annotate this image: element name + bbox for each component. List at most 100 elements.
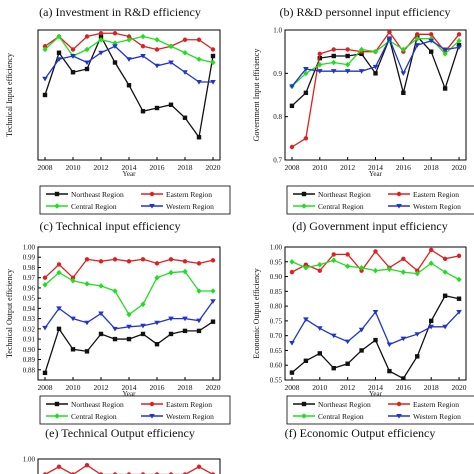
x-tick-label: 2014: [122, 383, 137, 392]
data-point-northeast: [456, 296, 462, 301]
data-point-western: [112, 326, 118, 332]
x-tick-label: 2016: [150, 163, 165, 172]
x-axis-label: Year: [123, 390, 137, 398]
legend-label-northeast: Northeast Region: [71, 400, 124, 409]
caption-f: (f) Economic Output efficiency: [285, 426, 436, 440]
data-point-eastern: [154, 261, 160, 266]
data-point-northeast: [401, 90, 406, 96]
data-point-central: [168, 269, 174, 276]
data-point-western: [414, 43, 421, 48]
data-point-western: [317, 326, 323, 331]
data-point-northeast: [56, 326, 62, 332]
data-point-eastern: [428, 247, 434, 253]
y-axis-label: Technical Output efficiency: [5, 269, 14, 358]
data-point-central: [358, 46, 365, 53]
y-tick-label: 1.00: [270, 244, 283, 252]
data-point-eastern: [84, 257, 90, 262]
data-point-northeast: [84, 66, 90, 72]
data-point-central: [98, 283, 104, 289]
legend-marker-eastern: [396, 191, 402, 197]
x-tick-label: 2016: [150, 383, 165, 392]
data-point-central: [400, 269, 406, 275]
data-point-northeast: [126, 336, 132, 342]
x-tick-label: 2020: [206, 163, 221, 172]
y-tick-label: 0.99: [23, 254, 36, 262]
data-point-central: [196, 288, 202, 294]
data-point-northeast: [345, 361, 350, 366]
data-point-western: [442, 324, 448, 330]
data-point-central: [386, 266, 393, 272]
data-point-northeast: [112, 60, 118, 65]
x-axis-label: Year: [369, 390, 383, 398]
data-point-central: [56, 33, 62, 40]
data-point-western: [303, 67, 309, 72]
data-point-western: [317, 69, 323, 74]
plot-frame: [37, 29, 221, 161]
legend-label-central: Central Region: [71, 412, 117, 421]
data-point-western: [196, 318, 202, 324]
y-tick-label: 0.8: [273, 113, 282, 121]
data-point-central: [126, 36, 132, 43]
data-point-central: [317, 61, 323, 68]
x-tick-label: 2016: [396, 383, 411, 392]
data-point-northeast: [112, 336, 118, 342]
data-point-northeast: [373, 337, 378, 343]
data-point-eastern: [456, 253, 462, 259]
data-point-western: [70, 54, 76, 59]
data-point-eastern: [98, 31, 104, 36]
legend-marker-eastern: [149, 401, 155, 407]
caption-a: (a) Investment in R&D efficiency: [39, 5, 201, 19]
data-point-central: [428, 260, 434, 267]
x-axis-label: Year: [369, 170, 383, 178]
x-tick-label: 2014: [122, 163, 137, 172]
legend-label-western: Western Region: [166, 412, 214, 421]
data-point-western: [358, 327, 365, 333]
legend-marker-northeast: [54, 401, 60, 407]
legend-f: Northeast Region Eastern Region Central Re…: [286, 395, 474, 425]
y-tick-label: 0.91: [23, 336, 36, 344]
legend-marker-western: [149, 414, 155, 419]
data-point-eastern: [140, 257, 146, 262]
data-point-northeast: [387, 368, 392, 374]
legend-e: Northeast Region Eastern Region Central Re…: [39, 395, 231, 425]
data-point-eastern: [401, 256, 406, 262]
data-point-central: [182, 49, 188, 56]
data-point-northeast: [168, 102, 174, 107]
data-point-northeast: [168, 331, 174, 337]
legend-label-northeast: Northeast Region: [71, 190, 124, 199]
data-point-eastern: [56, 464, 62, 469]
data-point-northeast: [140, 331, 146, 337]
data-point-eastern: [317, 268, 323, 273]
data-point-eastern: [359, 268, 364, 273]
legend-marker-central: [301, 413, 307, 419]
data-point-northeast: [196, 135, 202, 140]
data-point-central: [414, 270, 420, 277]
data-point-eastern: [415, 268, 420, 273]
legend-marker-western: [396, 414, 402, 419]
data-point-western: [303, 317, 309, 323]
x-tick-label: 2008: [284, 163, 299, 172]
data-point-northeast: [70, 347, 76, 352]
data-point-northeast: [373, 71, 378, 76]
x-tick-label: 2014: [368, 163, 383, 172]
data-point-eastern: [303, 136, 309, 141]
data-point-central: [345, 61, 351, 68]
data-point-northeast: [428, 49, 434, 54]
data-point-western: [56, 306, 62, 311]
data-point-western: [182, 70, 188, 75]
data-point-central: [84, 46, 90, 53]
data-point-western: [140, 323, 146, 329]
data-point-northeast: [98, 34, 104, 39]
data-point-eastern: [126, 34, 132, 39]
data-point-northeast: [154, 105, 160, 111]
x-tick-label: 2010: [66, 383, 81, 392]
data-point-western: [210, 299, 216, 304]
caption-e: (e) Technical Output efficiency: [45, 426, 195, 440]
legend-label-western: Western Region: [413, 202, 461, 211]
data-point-central: [414, 35, 420, 42]
legend-label-northeast: Northeast Region: [318, 400, 371, 409]
y-tick-label: 1.0: [273, 27, 282, 35]
data-point-eastern: [98, 259, 104, 264]
data-point-central: [98, 36, 104, 43]
